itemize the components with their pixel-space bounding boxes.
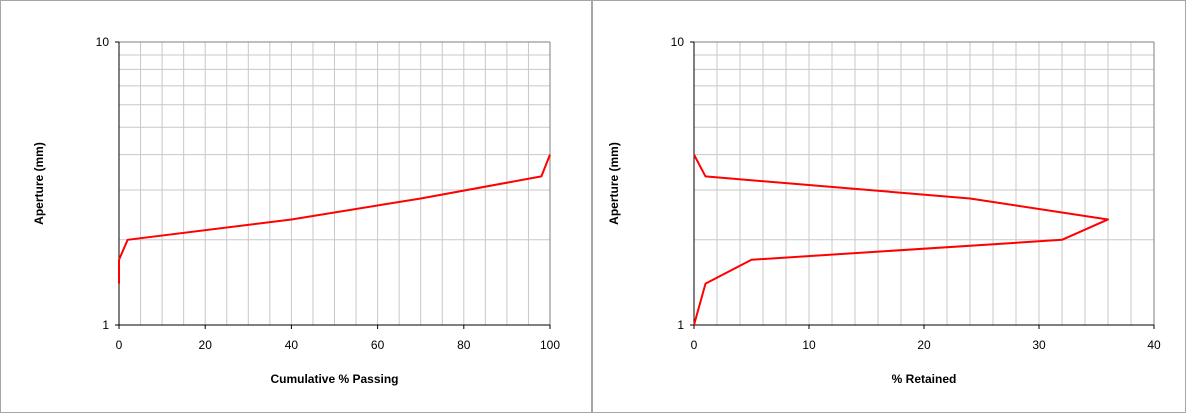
chart-panel-percent-retained: 0 10 20 30 40 1 10 % Retained Aperture (mm): [592, 0, 1186, 413]
x-axis-title: % Retained: [892, 372, 957, 386]
x-tick-label: 100: [540, 338, 560, 352]
x-tick-label: 20: [917, 338, 931, 352]
x-tick-label: 10: [802, 338, 816, 352]
x-tick-label: 20: [199, 338, 213, 352]
series-line-0: [118, 154, 551, 284]
chart-panel-cumulative-passing: 0 20 40 60 80 100 1 10 Cumulative % Passing Apert…: [0, 0, 592, 413]
x-tick-label: 0: [116, 338, 123, 352]
x-tick-label: 60: [371, 338, 385, 352]
grid: [694, 41, 1155, 325]
grid: [119, 41, 551, 325]
y-tick-label: 1: [102, 318, 109, 332]
cumulative-passing-chart: 0 20 40 60 80 100 1 10 Cumulative % Passing Apert…: [32, 35, 560, 386]
x-tick-label: 30: [1032, 338, 1046, 352]
y-tick-label: 10: [671, 35, 685, 49]
percent-retained-chart: 0 10 20 30 40 1 10 % Retained Aperture (mm): [607, 35, 1161, 386]
y-tick-label: 1: [677, 318, 684, 332]
x-axis-title: Cumulative % Passing: [270, 372, 398, 386]
y-axis-title: Aperture (mm): [607, 142, 621, 225]
x-tick-label: 80: [457, 338, 471, 352]
y-axis-title: Aperture (mm): [32, 142, 46, 225]
x-tick-label: 40: [1147, 338, 1161, 352]
series-line-0: [693, 154, 1109, 326]
y-tick-label: 10: [96, 35, 110, 49]
x-tick-label: 40: [285, 338, 299, 352]
x-tick-label: 0: [691, 338, 698, 352]
